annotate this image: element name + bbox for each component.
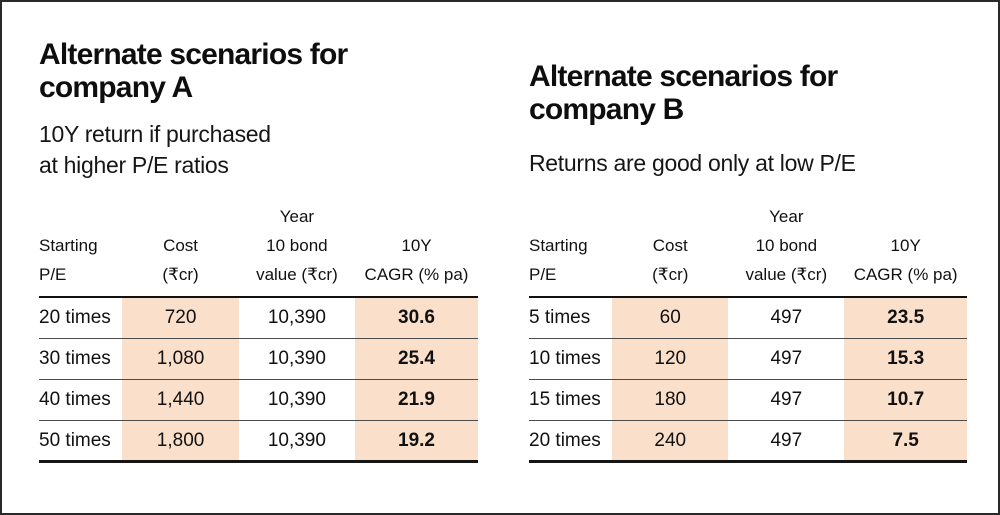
table-a-header-year: Year: [279, 207, 315, 226]
cell-starting-pe: 15 times: [529, 389, 601, 410]
cell-cost: 1,440: [122, 380, 239, 420]
panel-b-title: Alternate scenarios for company B: [529, 60, 967, 126]
panel-company-b: Alternate scenarios for company B Return…: [529, 2, 967, 513]
table-b-col4-header-sub: CAGR (% pa): [853, 265, 958, 284]
cell-bond-value: 497: [770, 348, 803, 369]
cell-cost: 720: [122, 298, 239, 338]
table-b-col1-header-sub: P/E: [529, 265, 557, 284]
panel-a-subtitle-line2: at higher P/E ratios: [39, 152, 229, 178]
cell-cost: 60: [612, 298, 729, 338]
table-b-header: Year Starting Cost 10 bond 10Y P/E (₹cr)…: [529, 205, 967, 298]
cell-starting-pe: 10 times: [529, 348, 601, 369]
table-b-col3-header-sub: value (₹cr): [745, 265, 828, 284]
table-row: 30 times 1,080 10,390 25.4: [39, 339, 478, 380]
cell-cagr: 30.6: [355, 298, 478, 338]
table-a-col1-header: Starting: [39, 236, 98, 255]
panel-a-title: Alternate scenarios for company A: [39, 38, 478, 104]
table-row: 15 times 180 497 10.7: [529, 380, 967, 421]
cell-cagr: 19.2: [355, 421, 478, 460]
table-a-col1-header-sub: P/E: [39, 265, 67, 284]
panel-a-subtitle-line1: 10Y return if purchased: [39, 121, 271, 147]
cell-cagr: 23.5: [844, 298, 967, 338]
cell-starting-pe: 30 times: [39, 348, 111, 369]
cell-cost: 1,080: [122, 339, 239, 379]
table-b-header-year: Year: [769, 207, 804, 226]
table-row: 40 times 1,440 10,390 21.9: [39, 380, 478, 421]
cell-cost: 1,800: [122, 421, 239, 460]
panel-a-title-line2: company A: [39, 71, 193, 104]
table-b-col2-header-sub: (₹cr): [652, 265, 689, 284]
table-row: 10 times 120 497 15.3: [529, 339, 967, 380]
table-a-col4-header: 10Y: [401, 236, 432, 255]
table-b-col2-header: Cost: [652, 236, 688, 255]
panel-company-a: Alternate scenarios for company A 10Y re…: [39, 2, 478, 513]
cell-starting-pe: 20 times: [529, 429, 601, 451]
table-company-b: Year Starting Cost 10 bond 10Y P/E (₹cr)…: [529, 205, 967, 463]
cell-bond-value: 10,390: [267, 429, 326, 451]
table-b-col1-header: Starting: [529, 236, 588, 255]
cell-cost: 180: [612, 380, 729, 420]
cell-starting-pe: 50 times: [39, 429, 111, 451]
table-a-col2-header: Cost: [163, 236, 199, 255]
panel-b-subtitle: Returns are good only at low P/E: [529, 148, 967, 179]
table-row: 20 times 240 497 7.5: [529, 421, 967, 463]
cell-cagr: 15.3: [844, 339, 967, 379]
panel-a-subtitle: 10Y return if purchased at higher P/E ra…: [39, 119, 478, 181]
table-row: 50 times 1,800 10,390 19.2: [39, 421, 478, 463]
cell-starting-pe: 5 times: [529, 307, 591, 328]
cell-bond-value: 497: [770, 307, 803, 328]
table-a-col2-header-sub: (₹cr): [162, 265, 199, 284]
panel-b-title-line1: Alternate scenarios for: [529, 60, 838, 93]
cell-bond-value: 497: [770, 429, 803, 451]
panel-b-title-line2: company B: [529, 93, 684, 126]
table-b-col4-header: 10Y: [890, 236, 921, 255]
table-row: 20 times 720 10,390 30.6: [39, 298, 478, 339]
panel-b-subtitle-line1: Returns are good only at low P/E: [529, 150, 856, 176]
cell-cagr: 10.7: [844, 380, 967, 420]
table-row: 5 times 60 497 23.5: [529, 298, 967, 339]
cell-starting-pe: 40 times: [39, 389, 111, 410]
cell-bond-value: 10,390: [267, 389, 326, 410]
table-b-col3-header: 10 bond: [755, 236, 818, 255]
table-a-col4-header-sub: CAGR (% pa): [364, 265, 469, 284]
cell-starting-pe: 20 times: [39, 307, 111, 328]
cell-cost: 240: [612, 421, 729, 460]
cell-bond-value: 497: [770, 389, 803, 410]
cell-cagr: 21.9: [355, 380, 478, 420]
table-a-col3-header: 10 bond: [266, 236, 328, 255]
cell-bond-value: 10,390: [267, 307, 326, 328]
cell-cagr: 25.4: [355, 339, 478, 379]
table-a-col3-header-sub: value (₹cr): [256, 265, 338, 284]
cell-bond-value: 10,390: [267, 348, 326, 369]
table-company-a: Year Starting Cost 10 bond 10Y P/E (₹cr)…: [39, 205, 478, 463]
table-a-header: Year Starting Cost 10 bond 10Y P/E (₹cr)…: [39, 205, 478, 298]
cell-cagr: 7.5: [844, 421, 967, 460]
panel-a-title-line1: Alternate scenarios for: [39, 38, 348, 71]
cell-cost: 120: [612, 339, 729, 379]
